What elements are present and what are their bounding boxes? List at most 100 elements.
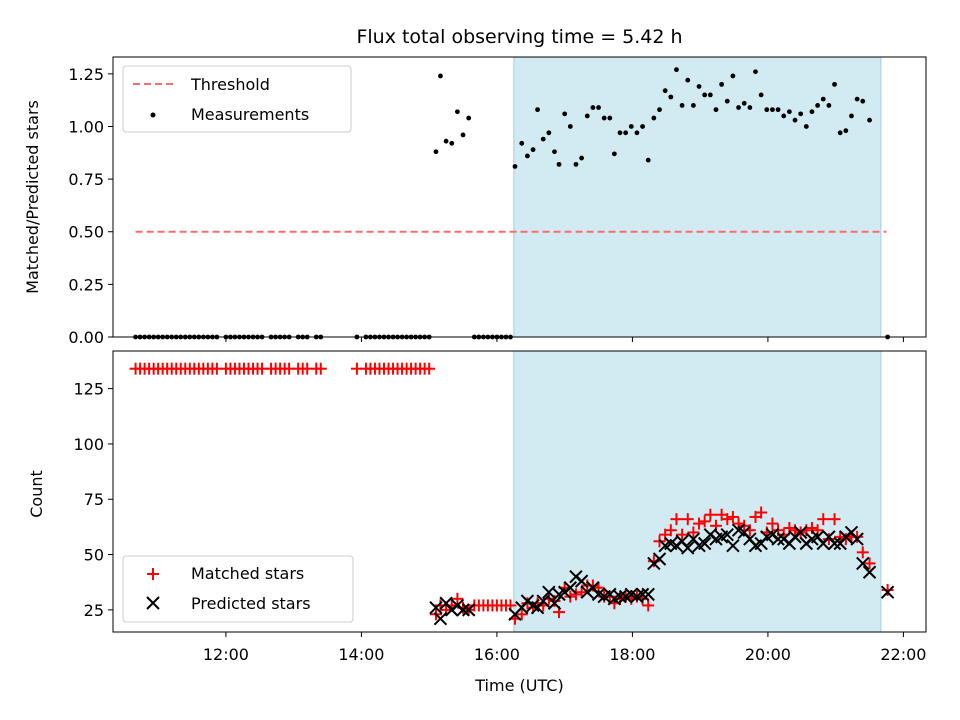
top-panel: 0.00 0.25 0.50 0.75 1.00 1.25 Flux total obse…	[23, 26, 927, 347]
matched-star-marker	[834, 530, 847, 543]
matched-star-marker	[704, 508, 717, 521]
matched-star-marker	[721, 513, 734, 526]
predicted-star-marker	[536, 594, 550, 608]
measurement-point	[540, 136, 546, 142]
matched-star-marker	[603, 590, 616, 603]
measurement-point	[662, 88, 668, 94]
y-tick-label: 75	[84, 490, 104, 509]
measurement-point	[792, 117, 798, 123]
measurement-point	[556, 161, 562, 167]
matched-star-marker	[515, 608, 528, 621]
measurement-point	[617, 130, 623, 136]
measurement-point	[832, 81, 837, 87]
top-y-axis-label: Matched/Predicted stars	[23, 100, 42, 294]
measurement-point	[798, 111, 804, 117]
measurement-point	[657, 107, 662, 113]
measurement-point	[713, 107, 719, 113]
predicted-star-marker	[681, 541, 695, 555]
measurement-point	[562, 111, 568, 117]
measurement-point	[623, 130, 629, 136]
measurement-point	[530, 147, 536, 153]
measurement-point	[668, 94, 674, 100]
matched-star-marker	[451, 592, 464, 605]
measurement-point	[573, 161, 579, 167]
matched-star-marker	[766, 517, 779, 530]
y-tick-label: 0.50	[68, 223, 104, 242]
predicted-star-marker	[771, 532, 785, 546]
measurement-point	[690, 103, 696, 108]
measurement-point	[803, 124, 809, 129]
measurement-point	[438, 73, 443, 79]
legend-measurements-swatch	[150, 112, 156, 118]
measurement-point	[820, 96, 826, 102]
measurement-point	[512, 164, 518, 169]
bottom-legend: Matched stars Predicted stars	[122, 555, 354, 623]
top-x-ticks	[225, 337, 904, 342]
measurement-point	[753, 69, 758, 75]
measurement-point	[611, 151, 617, 157]
x-tick-label: 14:00	[338, 645, 384, 664]
matched-star-marker	[676, 528, 689, 541]
measurement-point	[837, 130, 843, 136]
measurement-point	[724, 98, 730, 104]
top-legend: Threshold Measurements	[122, 65, 352, 133]
matched-star-marker	[314, 362, 327, 375]
predicted-star-marker	[827, 536, 842, 551]
measurement-point	[460, 132, 466, 138]
x-tick-label: 18:00	[609, 645, 655, 664]
measurement-point	[433, 149, 439, 155]
predicted-stars-markers	[429, 523, 895, 626]
measurement-point	[770, 107, 775, 113]
x-tick-label: 16:00	[474, 645, 520, 664]
y-tick-label: 50	[84, 546, 104, 565]
measurement-point	[843, 128, 849, 134]
predicted-star-marker	[720, 527, 734, 542]
measurement-point	[775, 107, 781, 113]
matched-star-marker	[681, 513, 694, 526]
predicted-star-marker	[461, 603, 476, 617]
measurement-point	[815, 103, 820, 108]
measurement-point	[466, 115, 472, 121]
measurement-point	[786, 109, 792, 115]
x-tick-label: 12:00	[203, 645, 249, 664]
measurement-point	[596, 105, 601, 110]
measurement-point	[679, 103, 685, 108]
matched-star-marker	[642, 599, 655, 612]
bottom-x-ticks: 12:00 14:00 16:00 18:00 20:00 22:00	[203, 632, 926, 664]
predicted-star-marker	[574, 574, 589, 588]
measurement-point	[607, 115, 613, 121]
predicted-star-marker	[433, 612, 448, 626]
bottom-panel: 25 50 75 100 125 12:00 14:00 16:00 18:00 20:00 22…	[27, 350, 927, 695]
legend-threshold-label: Threshold	[190, 75, 270, 94]
measurement-point	[674, 67, 679, 73]
measurement-point	[584, 113, 590, 119]
predicted-star-marker	[563, 581, 578, 595]
predicted-star-marker	[652, 552, 667, 566]
measurement-point	[590, 105, 596, 110]
measurement-point	[849, 113, 854, 119]
y-tick-label: 1.00	[68, 117, 104, 136]
y-tick-label: 0.25	[68, 275, 104, 294]
measurement-point	[736, 105, 741, 110]
measurement-point	[628, 124, 634, 129]
measurement-point	[567, 124, 573, 129]
measurement-point	[546, 130, 552, 136]
predicted-star-marker	[862, 565, 877, 579]
measurement-point	[758, 92, 764, 98]
matched-star-marker	[755, 506, 768, 519]
measurement-point	[525, 153, 530, 159]
bottom-axes-frame	[112, 350, 927, 633]
measurement-point	[781, 113, 787, 119]
measurement-point	[741, 100, 747, 106]
matched-star-marker	[863, 557, 876, 570]
legend-predicted-label: Predicted stars	[191, 594, 311, 613]
matched-star-marker	[817, 513, 830, 526]
matched-star-marker	[664, 524, 677, 537]
x-axis-label: Time (UTC)	[474, 676, 563, 695]
measurement-point	[640, 124, 645, 129]
matched-star-marker	[670, 513, 683, 526]
legend-measurements-label: Measurements	[191, 105, 309, 124]
measurement-point	[696, 84, 702, 89]
y-tick-label: 125	[73, 380, 104, 399]
